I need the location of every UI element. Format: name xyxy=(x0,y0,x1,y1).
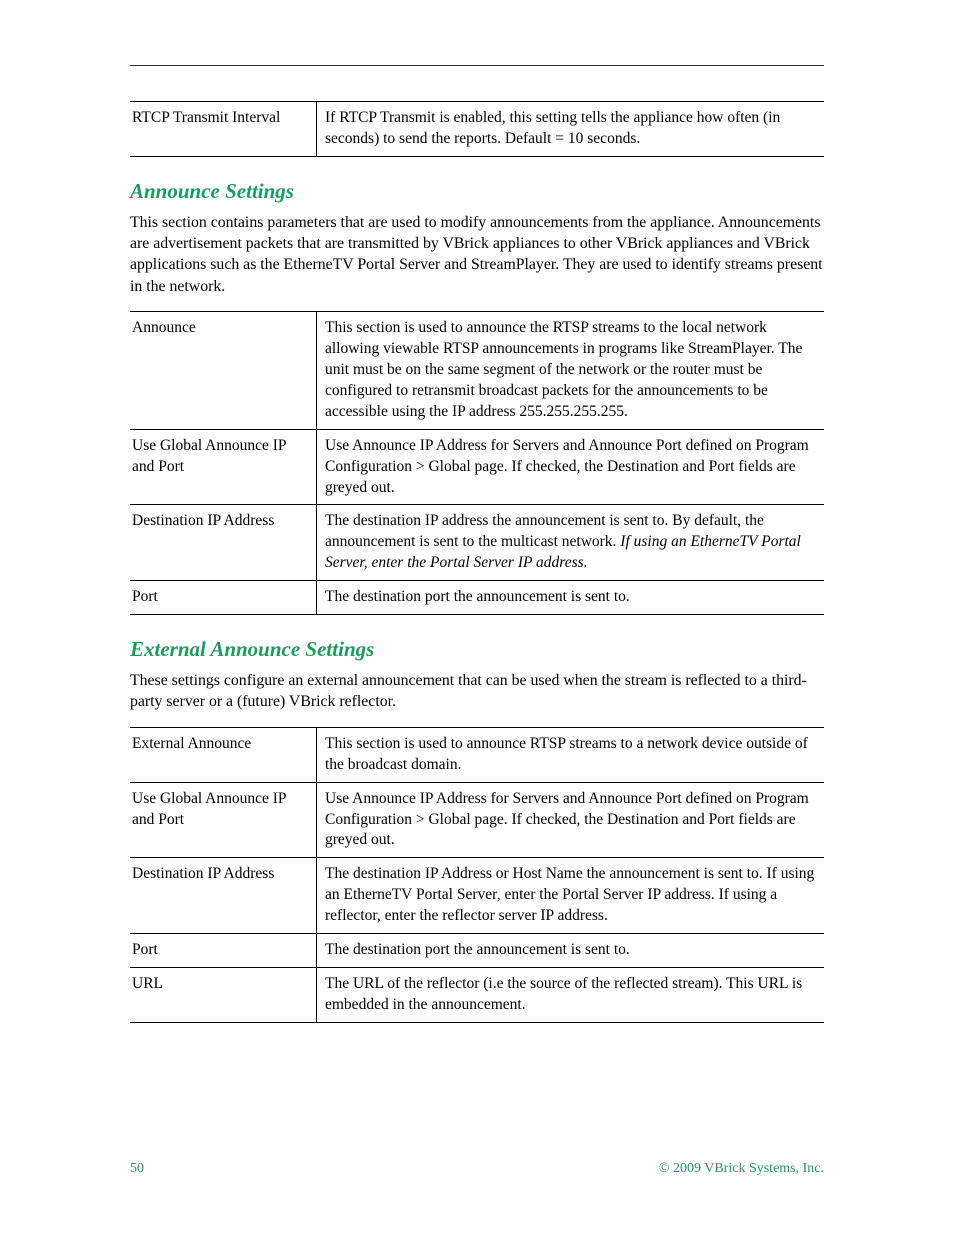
page-number: 50 xyxy=(130,1161,144,1177)
external-body: These settings configure an external ann… xyxy=(130,670,824,713)
param-label: External Announce xyxy=(130,727,317,782)
rtcp-table: RTCP Transmit Interval If RTCP Transmit … xyxy=(130,101,824,157)
announce-table: Announce This section is used to announc… xyxy=(130,311,824,615)
param-desc: The destination port the announcement is… xyxy=(317,934,825,968)
table-row: URL The URL of the reflector (i.e the so… xyxy=(130,968,824,1023)
header-rule xyxy=(130,65,824,66)
param-desc: Use Announce IP Address for Servers and … xyxy=(317,429,825,505)
param-label: Destination IP Address xyxy=(130,858,317,934)
param-desc: The URL of the reflector (i.e the source… xyxy=(317,968,825,1023)
page-footer: 50 © 2009 VBrick Systems, Inc. xyxy=(130,1161,824,1177)
param-desc: If RTCP Transmit is enabled, this settin… xyxy=(317,102,825,157)
external-table: External Announce This section is used t… xyxy=(130,727,824,1023)
param-desc: The destination port the announcement is… xyxy=(317,581,825,615)
table-row: External Announce This section is used t… xyxy=(130,727,824,782)
external-heading: External Announce Settings xyxy=(130,637,824,662)
footer-copyright: © 2009 VBrick Systems, Inc. xyxy=(659,1161,824,1177)
param-label: RTCP Transmit Interval xyxy=(130,102,317,157)
param-label: Destination IP Address xyxy=(130,505,317,581)
document-page: RTCP Transmit Interval If RTCP Transmit … xyxy=(0,0,954,1235)
param-desc: This section is used to announce the RTS… xyxy=(317,312,825,430)
table-row: Announce This section is used to announc… xyxy=(130,312,824,430)
param-label: Use Global Announce IP and Port xyxy=(130,782,317,858)
table-row: Port The destination port the announceme… xyxy=(130,934,824,968)
table-row: Port The destination port the announceme… xyxy=(130,581,824,615)
table-row: Use Global Announce IP and Port Use Anno… xyxy=(130,429,824,505)
param-label: URL xyxy=(130,968,317,1023)
param-label: Use Global Announce IP and Port xyxy=(130,429,317,505)
table-row: Destination IP Address The destination I… xyxy=(130,858,824,934)
announce-heading: Announce Settings xyxy=(130,179,824,204)
table-row: RTCP Transmit Interval If RTCP Transmit … xyxy=(130,102,824,157)
table-row: Destination IP Address The destination I… xyxy=(130,505,824,581)
param-desc: This section is used to announce RTSP st… xyxy=(317,727,825,782)
announce-body: This section contains parameters that ar… xyxy=(130,212,824,297)
param-desc: Use Announce IP Address for Servers and … xyxy=(317,782,825,858)
param-label: Announce xyxy=(130,312,317,430)
param-desc: The destination IP address the announcem… xyxy=(317,505,825,581)
table-row: Use Global Announce IP and Port Use Anno… xyxy=(130,782,824,858)
param-label: Port xyxy=(130,934,317,968)
param-desc: The destination IP Address or Host Name … xyxy=(317,858,825,934)
param-label: Port xyxy=(130,581,317,615)
